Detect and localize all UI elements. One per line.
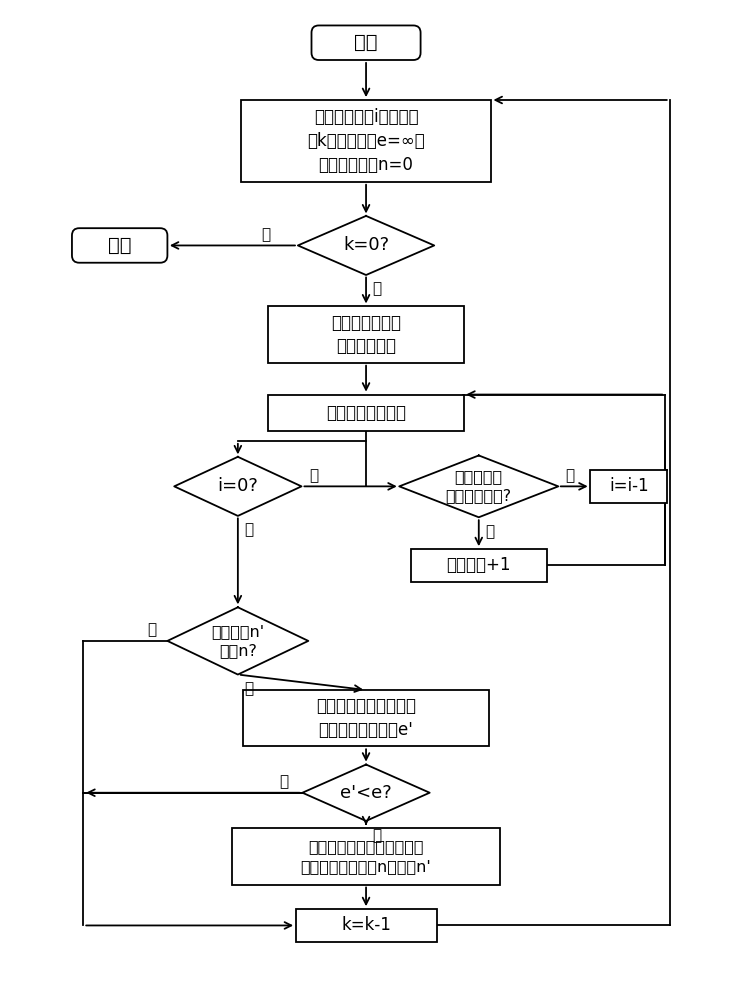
Text: k=0?: k=0? (343, 236, 389, 254)
Polygon shape (174, 457, 301, 516)
Text: 开始: 开始 (354, 33, 377, 52)
Text: 否: 否 (309, 468, 318, 483)
Text: 否: 否 (372, 282, 381, 297)
Text: e'<e?: e'<e? (340, 784, 392, 802)
FancyBboxPatch shape (72, 228, 167, 263)
Text: 估计路面平面方程: 估计路面平面方程 (326, 404, 406, 422)
Polygon shape (399, 455, 559, 517)
Text: 结束: 结束 (108, 236, 131, 255)
Polygon shape (167, 607, 309, 675)
Bar (232, 828, 500, 885)
Text: 是: 是 (244, 522, 254, 538)
Bar (241, 100, 491, 182)
Text: 是: 是 (485, 524, 494, 539)
Text: 是: 是 (372, 828, 381, 843)
Text: 局内点数n'
大于n?: 局内点数n' 大于n? (211, 624, 265, 658)
Text: 在三维点集中随
机选取三个点: 在三维点集中随 机选取三个点 (331, 314, 401, 355)
Text: 局内点数+1: 局内点数+1 (446, 556, 511, 574)
Text: 三维点集大小i，循环次
数k，初始误差e=∞，
初始局内点数n=0: 三维点集大小i，循环次 数k，初始误差e=∞， 初始局内点数n=0 (307, 108, 425, 174)
Text: k=k-1: k=k-1 (341, 916, 391, 934)
Text: 否: 否 (147, 622, 156, 638)
Polygon shape (303, 765, 430, 821)
Text: 否: 否 (280, 774, 289, 789)
Bar (295, 909, 436, 942)
Text: 三维点符合
路面平面方程?: 三维点符合 路面平面方程? (446, 470, 512, 503)
Text: 更新路面平面方程、方程误
差及局内点集，将n更新为n': 更新路面平面方程、方程误 差及局内点集，将n更新为n' (301, 839, 432, 874)
Bar (268, 395, 464, 431)
Text: 使用局内点集重新估计
路面平面方程误差e': 使用局内点集重新估计 路面平面方程误差e' (316, 697, 416, 739)
Polygon shape (298, 216, 434, 275)
Bar (590, 470, 668, 503)
Bar (268, 306, 464, 363)
Bar (410, 549, 547, 582)
Bar (243, 690, 489, 746)
Text: 否: 否 (565, 468, 574, 483)
Text: i=i-1: i=i-1 (609, 477, 649, 495)
Text: 是: 是 (244, 681, 254, 696)
Text: 是: 是 (262, 227, 270, 242)
Text: i=0?: i=0? (218, 477, 258, 495)
FancyBboxPatch shape (312, 25, 421, 60)
